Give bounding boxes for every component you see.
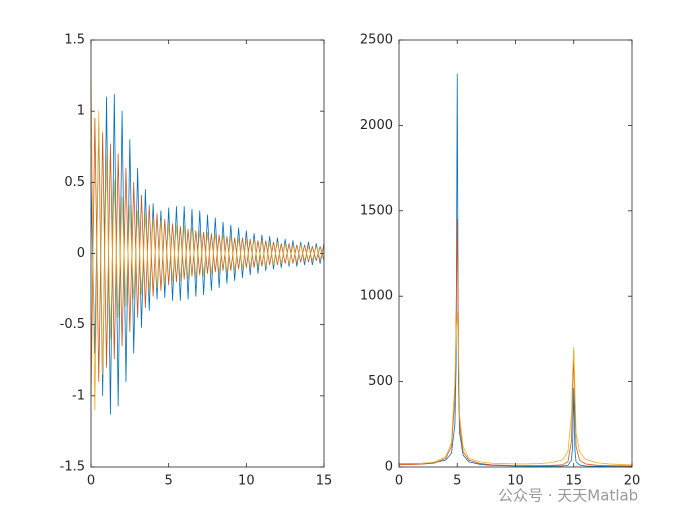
y-tick-label: -1 (72, 388, 85, 403)
x-tick-label: 0 (87, 474, 95, 489)
y-tick-label: 1500 (360, 203, 393, 218)
series-line (399, 218, 633, 467)
y-tick-label: 2000 (360, 118, 393, 133)
x-tick-label: 5 (453, 474, 461, 489)
y-tick-label: 2500 (360, 33, 393, 48)
series-line (399, 312, 633, 466)
y-tick-label: 1000 (360, 289, 393, 304)
series-line (90, 93, 325, 415)
x-tick-label: 15 (316, 474, 333, 489)
axes-box (90, 39, 325, 468)
y-tick-label: 500 (368, 374, 393, 389)
y-tick-label: -1.5 (60, 460, 85, 475)
x-tick-label: 10 (238, 474, 255, 489)
y-tick-label: 0 (385, 460, 393, 475)
x-tick-label: 10 (507, 474, 524, 489)
y-tick-label: 0 (77, 246, 85, 261)
series-line (90, 117, 325, 396)
x-tick-label: 15 (565, 474, 582, 489)
y-tick-label: -0.5 (60, 317, 85, 332)
y-tick-label: 1.5 (64, 33, 85, 48)
x-tick-label: 0 (395, 474, 403, 489)
series-line (90, 79, 325, 411)
x-tick-label: 5 (165, 474, 173, 489)
axes-box (398, 39, 633, 468)
y-tick-label: 0.5 (64, 175, 85, 190)
y-tick-label: 1 (77, 104, 85, 119)
series-line (399, 73, 632, 467)
watermark: 公众号 · 天天Matlab (498, 487, 638, 505)
x-tick-label: 20 (624, 474, 641, 489)
